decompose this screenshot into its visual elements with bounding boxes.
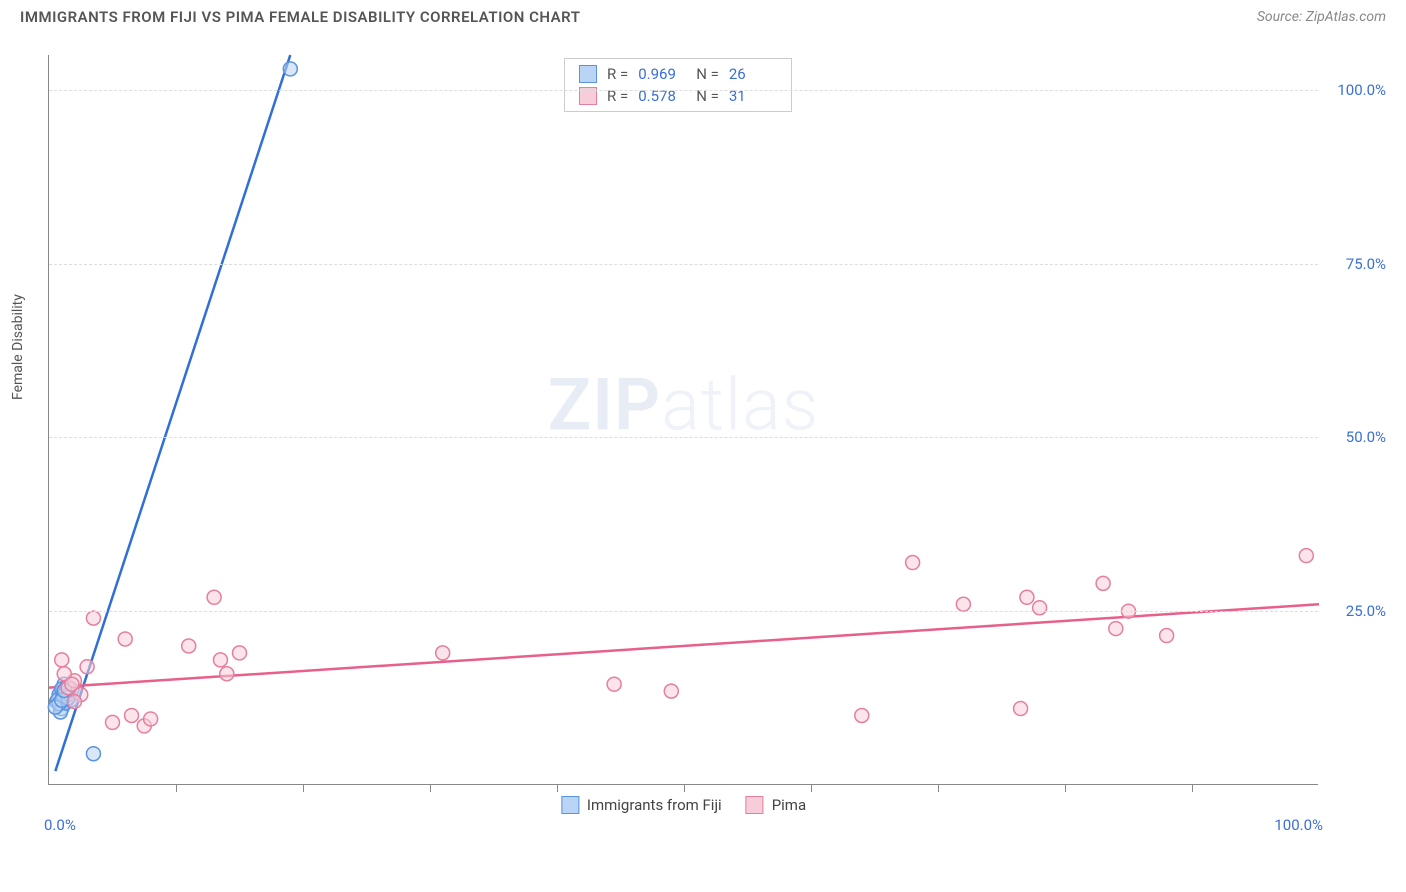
data-point xyxy=(1014,702,1028,716)
data-point xyxy=(855,708,869,722)
x-tick xyxy=(811,784,812,792)
data-point xyxy=(283,62,297,76)
data-point xyxy=(956,597,970,611)
data-point xyxy=(1096,576,1110,590)
data-point xyxy=(106,715,120,729)
x-tick-100: 100.0% xyxy=(1274,816,1323,834)
data-point xyxy=(233,646,247,660)
gridline xyxy=(49,611,1318,612)
data-point xyxy=(1033,601,1047,615)
x-tick xyxy=(176,784,177,792)
gridline xyxy=(49,437,1318,438)
data-point xyxy=(86,747,100,761)
data-point xyxy=(1109,622,1123,636)
data-point xyxy=(1160,629,1174,643)
r-value-fiji: 0.969 xyxy=(638,65,686,83)
data-point xyxy=(118,632,132,646)
stats-row-pima: R = 0.578 N = 31 xyxy=(579,85,777,107)
x-tick xyxy=(938,784,939,792)
data-point xyxy=(55,653,69,667)
x-tick xyxy=(1192,784,1193,792)
x-tick xyxy=(1065,784,1066,792)
plot-area: ZIPatlas R = 0.969 N = 26 R = 0.578 N = … xyxy=(48,55,1318,785)
x-tick-0: 0.0% xyxy=(44,816,76,834)
x-tick xyxy=(303,784,304,792)
data-point xyxy=(144,712,158,726)
page-title: IMMIGRANTS FROM FIJI VS PIMA FEMALE DISA… xyxy=(20,8,580,26)
data-point xyxy=(1299,549,1313,563)
data-point xyxy=(67,695,81,709)
stats-row-fiji: R = 0.969 N = 26 xyxy=(579,63,777,85)
data-point xyxy=(125,708,139,722)
correlation-chart: Female Disability ZIPatlas R = 0.969 N =… xyxy=(48,55,1388,835)
data-point xyxy=(607,677,621,691)
stats-legend: R = 0.969 N = 26 R = 0.578 N = 31 xyxy=(564,58,792,112)
n-value-fiji: 26 xyxy=(729,65,777,83)
series-legend: Immigrants from Fiji Pima xyxy=(561,796,806,814)
swatch-fiji xyxy=(579,65,597,83)
x-tick xyxy=(430,784,431,792)
data-point xyxy=(664,684,678,698)
data-point xyxy=(436,646,450,660)
data-point xyxy=(80,660,94,674)
legend-item-pima: Pima xyxy=(746,796,806,814)
source-attribution: Source: ZipAtlas.com xyxy=(1257,9,1386,25)
data-point xyxy=(220,667,234,681)
x-tick xyxy=(684,784,685,792)
y-tick-label: 25.0% xyxy=(1346,602,1386,620)
data-point xyxy=(65,677,79,691)
gridline xyxy=(49,264,1318,265)
data-point xyxy=(213,653,227,667)
data-point xyxy=(182,639,196,653)
gridline xyxy=(49,90,1318,91)
plot-svg xyxy=(49,55,1319,785)
y-axis-label: Female Disability xyxy=(10,294,26,400)
legend-swatch-fiji xyxy=(561,796,579,814)
data-point xyxy=(207,590,221,604)
data-point xyxy=(86,611,100,625)
y-tick-label: 50.0% xyxy=(1346,428,1386,446)
data-point xyxy=(906,556,920,570)
data-point xyxy=(1020,590,1034,604)
x-tick xyxy=(557,784,558,792)
y-tick-label: 75.0% xyxy=(1346,255,1386,273)
legend-item-fiji: Immigrants from Fiji xyxy=(561,796,722,814)
legend-swatch-pima xyxy=(746,796,764,814)
y-tick-label: 100.0% xyxy=(1337,81,1386,99)
